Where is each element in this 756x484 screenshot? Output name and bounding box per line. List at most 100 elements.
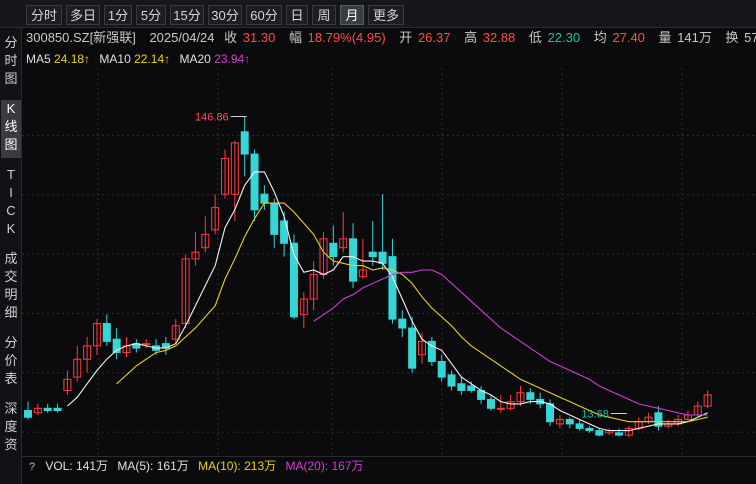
candle-body [526, 392, 535, 400]
candle-body [555, 418, 564, 425]
candle-body [654, 412, 663, 427]
candle-body [506, 401, 515, 409]
candle-body [92, 323, 101, 347]
high-label: 高 [464, 30, 478, 45]
candle-body [378, 251, 387, 264]
candle-body [191, 251, 200, 260]
candle-body [624, 427, 633, 436]
candle-body [349, 238, 358, 282]
candle-body [516, 392, 525, 403]
period-button[interactable]: 5分 [136, 5, 166, 25]
avg-value: 27.40 [612, 30, 645, 45]
sidebar-tab[interactable]: 分 时 图 [1, 34, 21, 92]
candle-body [427, 340, 436, 362]
candle-body [43, 407, 52, 412]
candle-body [270, 202, 279, 235]
candle-body [358, 269, 367, 278]
candle-body [585, 427, 594, 432]
ma-legend: MA5 24.18↑ MA10 22.14↑ MA20 23.94↑ [22, 50, 756, 68]
candle-body [53, 407, 62, 412]
ma10-value: 22.14↑ [134, 52, 171, 66]
candle-body [437, 360, 446, 378]
candle-body [467, 385, 476, 391]
period-button[interactable]: 周 [312, 5, 336, 25]
open-value: 26.37 [417, 30, 451, 45]
candle-body [240, 131, 249, 155]
close-value: 31.30 [242, 30, 276, 45]
ma5-value: 24.18↑ [54, 52, 91, 66]
volume-label: 量 [658, 30, 672, 45]
low-price-label: 13.68 [581, 408, 609, 420]
ma5-label: MA5 [26, 52, 51, 66]
sidebar-tab-label: 深 度 资 [4, 401, 18, 452]
candle-body [299, 298, 308, 316]
sidebar-tab-label: 成 交 明 细 [4, 251, 18, 320]
period-button[interactable]: 15分 [170, 5, 204, 25]
candle-body [33, 407, 42, 414]
candle-body [63, 378, 72, 391]
candle-body [615, 432, 623, 436]
candle-body [398, 318, 407, 329]
candle-body [250, 153, 259, 211]
quote-info-bar: 300850.SZ[新强联] 2025/04/24 收 31.30 幅 18.7… [22, 28, 756, 48]
candle-body [230, 142, 239, 195]
stock-code: 300850.SZ[新强联] [26, 30, 136, 45]
period-button[interactable]: 1分 [104, 5, 132, 25]
candle-body [457, 383, 466, 391]
help-icon[interactable]: ? [28, 461, 36, 473]
sidebar-tab-label: K 线 图 [4, 101, 18, 152]
period-button[interactable]: 多日 [66, 5, 100, 25]
ma20-line [313, 269, 708, 416]
candle-body [73, 358, 82, 378]
ma20-label: MA20 [179, 52, 211, 66]
high-value: 32.88 [482, 30, 516, 45]
candle-body [112, 338, 121, 354]
volume-value: 141万 [677, 30, 712, 45]
candle-body [418, 340, 426, 356]
candle-body [339, 238, 348, 249]
period-toolbar: 分时 多日 1分 5分 15分 30分 60分日周月更多 [0, 0, 756, 28]
candle-body [496, 407, 505, 410]
change-label: 幅 [288, 30, 302, 45]
ma10-line [116, 202, 708, 423]
ma10-label: MA10 [99, 52, 131, 66]
candle-body [142, 343, 151, 346]
candle-body [211, 207, 220, 231]
turnover-value: 57 [744, 30, 756, 45]
sidebar-tab[interactable]: 成 交 明 细 [1, 250, 21, 326]
quote-date: 2025/04/24 [149, 30, 215, 45]
period-button[interactable]: 60分 [246, 5, 282, 25]
period-button[interactable]: 日 [286, 5, 308, 25]
period-button[interactable]: 30分 [208, 5, 242, 25]
candle-body [201, 233, 210, 249]
candle-body [289, 242, 298, 318]
period-button[interactable]: 更多 [368, 5, 404, 25]
ma20-value: 23.94↑ [214, 52, 251, 66]
sidebar-tab[interactable]: K 线 图 [1, 100, 21, 158]
period-button[interactable]: 月 [340, 5, 364, 25]
volume-legend: ? VOL: 141万 MA(5): 161万 MA(10): 213万 MA(… [22, 456, 756, 474]
change-value: 18.79%(4.95) [307, 30, 386, 45]
view-sidebar: 分 时 图 K 线 图 T I C K 成 交 明 细分 价 表深 度 资 [0, 28, 22, 484]
avg-label: 均 [593, 30, 607, 45]
sidebar-tab[interactable]: T I C K [1, 166, 21, 242]
candle-body [221, 158, 229, 195]
candle-body [171, 325, 180, 340]
candle-body [447, 374, 456, 387]
high-price-label: 146.86 [195, 111, 229, 123]
candle-body [575, 423, 584, 429]
candle-body [546, 403, 555, 423]
candle-body [83, 345, 92, 360]
candle-body [368, 251, 377, 258]
candle-body [703, 394, 712, 407]
sidebar-tab[interactable]: 深 度 资 [1, 400, 21, 458]
candle-body [595, 430, 604, 436]
sidebar-tab-label: T I C K [6, 167, 16, 236]
open-label: 开 [399, 30, 413, 45]
candle-body [329, 242, 338, 258]
period-button[interactable]: 分时 [26, 5, 62, 25]
kline-chart[interactable]: 146.86 13.68 [22, 68, 756, 456]
sidebar-tab-label: 分 时 图 [4, 35, 18, 86]
sidebar-tab[interactable]: 分 价 表 [1, 334, 21, 392]
vol-value: VOL: 141万 [45, 459, 109, 473]
